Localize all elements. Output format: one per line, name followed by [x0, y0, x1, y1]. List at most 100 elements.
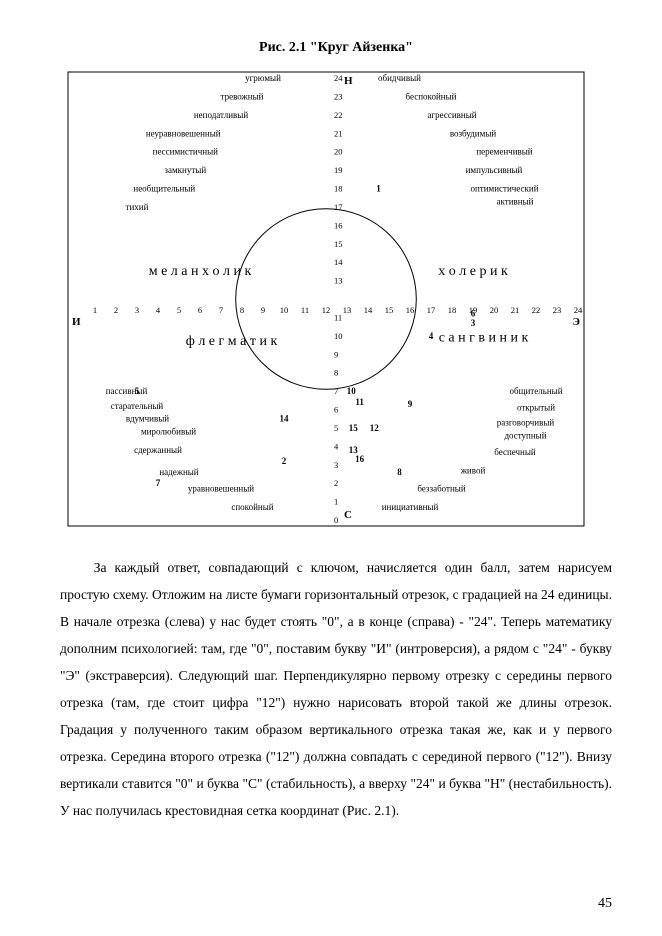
- svg-text:старательный: старательный: [111, 401, 164, 411]
- svg-text:9: 9: [334, 349, 338, 359]
- svg-text:20: 20: [490, 305, 499, 315]
- svg-text:14: 14: [334, 257, 343, 267]
- svg-text:Э: Э: [573, 316, 580, 328]
- svg-text:миролюбивый: миролюбивый: [141, 427, 196, 437]
- svg-text:1: 1: [93, 305, 97, 315]
- svg-text:8: 8: [397, 467, 402, 477]
- svg-text:20: 20: [334, 147, 343, 157]
- svg-text:5: 5: [334, 423, 338, 433]
- svg-text:15: 15: [334, 239, 343, 249]
- svg-text:19: 19: [334, 165, 343, 175]
- svg-text:Н: Н: [344, 75, 353, 87]
- svg-text:угрюмый: угрюмый: [245, 73, 281, 83]
- svg-text:10: 10: [347, 386, 357, 396]
- svg-text:ф л е г м а т и к: ф л е г м а т и к: [186, 334, 278, 349]
- svg-text:14: 14: [280, 414, 290, 424]
- svg-text:17: 17: [334, 202, 343, 212]
- svg-text:неподатливый: неподатливый: [194, 110, 249, 120]
- svg-text:возбудимый: возбудимый: [450, 128, 497, 138]
- svg-text:инициативный: инициативный: [382, 502, 439, 512]
- svg-text:импульсивный: импульсивный: [466, 165, 523, 175]
- svg-text:5: 5: [135, 386, 140, 396]
- svg-text:С: С: [344, 509, 352, 521]
- svg-text:м е л а н х о л и к: м е л а н х о л и к: [149, 264, 252, 279]
- svg-text:11: 11: [355, 397, 364, 407]
- svg-text:1: 1: [334, 497, 338, 507]
- svg-text:18: 18: [448, 305, 457, 315]
- svg-text:2: 2: [114, 305, 118, 315]
- svg-text:16: 16: [406, 305, 415, 315]
- svg-text:15: 15: [385, 305, 394, 315]
- svg-text:спокойный: спокойный: [231, 502, 273, 512]
- svg-text:6: 6: [198, 305, 202, 315]
- svg-text:13: 13: [334, 276, 343, 286]
- svg-text:оптимистический: оптимистический: [470, 184, 538, 194]
- svg-text:х о л е р и к: х о л е р и к: [438, 264, 508, 279]
- svg-text:надежный: надежный: [159, 467, 198, 477]
- svg-text:с а н г в и н и к: с а н г в и н и к: [439, 330, 529, 345]
- svg-text:3: 3: [334, 460, 338, 470]
- svg-text:активный: активный: [497, 196, 534, 206]
- svg-text:24: 24: [574, 305, 583, 315]
- svg-text:9: 9: [261, 305, 265, 315]
- svg-text:18: 18: [334, 184, 343, 194]
- page-number: 45: [598, 896, 612, 912]
- svg-text:7: 7: [334, 386, 338, 396]
- svg-text:0: 0: [334, 515, 338, 525]
- svg-text:сдержанный: сдержанный: [134, 445, 182, 455]
- svg-text:13: 13: [343, 305, 352, 315]
- svg-text:беззаботный: беззаботный: [417, 484, 466, 494]
- svg-text:3: 3: [471, 318, 476, 328]
- svg-text:необщительный: необщительный: [133, 184, 195, 194]
- svg-text:4: 4: [429, 331, 434, 341]
- svg-text:разговорчивый: разговорчивый: [497, 417, 555, 427]
- svg-text:6: 6: [334, 405, 338, 415]
- svg-text:пассивный: пассивный: [106, 386, 148, 396]
- svg-text:2: 2: [282, 456, 287, 466]
- svg-text:5: 5: [177, 305, 181, 315]
- svg-text:15: 15: [349, 423, 359, 433]
- svg-text:пессимистичный: пессимистичный: [153, 147, 218, 157]
- svg-text:замкнутый: замкнутый: [164, 165, 206, 175]
- svg-text:живой: живой: [460, 465, 486, 475]
- svg-text:12: 12: [370, 423, 380, 433]
- svg-text:8: 8: [240, 305, 244, 315]
- svg-text:уравновешенный: уравновешенный: [188, 484, 254, 494]
- svg-text:12: 12: [322, 305, 331, 315]
- svg-text:22: 22: [334, 110, 343, 120]
- svg-text:10: 10: [334, 331, 343, 341]
- svg-text:общительный: общительный: [509, 386, 562, 396]
- svg-text:4: 4: [334, 441, 339, 451]
- svg-text:доступный: доступный: [504, 430, 546, 440]
- svg-text:4: 4: [156, 305, 161, 315]
- svg-text:беспокойный: беспокойный: [406, 91, 457, 101]
- svg-text:2: 2: [334, 478, 338, 488]
- svg-text:21: 21: [334, 128, 343, 138]
- svg-text:обидчивый: обидчивый: [378, 73, 421, 83]
- svg-text:переменчивый: переменчивый: [476, 147, 532, 157]
- svg-text:открытый: открытый: [517, 403, 555, 413]
- svg-text:24: 24: [334, 73, 343, 83]
- svg-text:агрессивный: агрессивный: [427, 110, 476, 120]
- body-paragraph: За каждый ответ, совпадающий с ключом, н…: [60, 554, 612, 824]
- svg-text:вдумчивый: вдумчивый: [126, 414, 169, 424]
- svg-text:11: 11: [301, 305, 309, 315]
- svg-text:9: 9: [408, 399, 413, 409]
- svg-text:16: 16: [355, 454, 365, 464]
- svg-text:22: 22: [532, 305, 541, 315]
- svg-text:неуравновешенный: неуравновешенный: [146, 128, 221, 138]
- svg-text:10: 10: [280, 305, 289, 315]
- svg-text:16: 16: [334, 220, 343, 230]
- svg-text:21: 21: [511, 305, 520, 315]
- svg-text:беспечный: беспечный: [494, 447, 536, 457]
- svg-text:17: 17: [427, 305, 436, 315]
- svg-text:8: 8: [334, 368, 338, 378]
- svg-text:7: 7: [156, 478, 161, 488]
- svg-text:23: 23: [553, 305, 562, 315]
- svg-text:11: 11: [334, 312, 342, 322]
- svg-text:1: 1: [376, 184, 381, 194]
- svg-text:тихий: тихий: [126, 202, 149, 212]
- svg-text:14: 14: [364, 305, 373, 315]
- svg-text:тревожный: тревожный: [221, 91, 264, 101]
- svg-text:7: 7: [219, 305, 223, 315]
